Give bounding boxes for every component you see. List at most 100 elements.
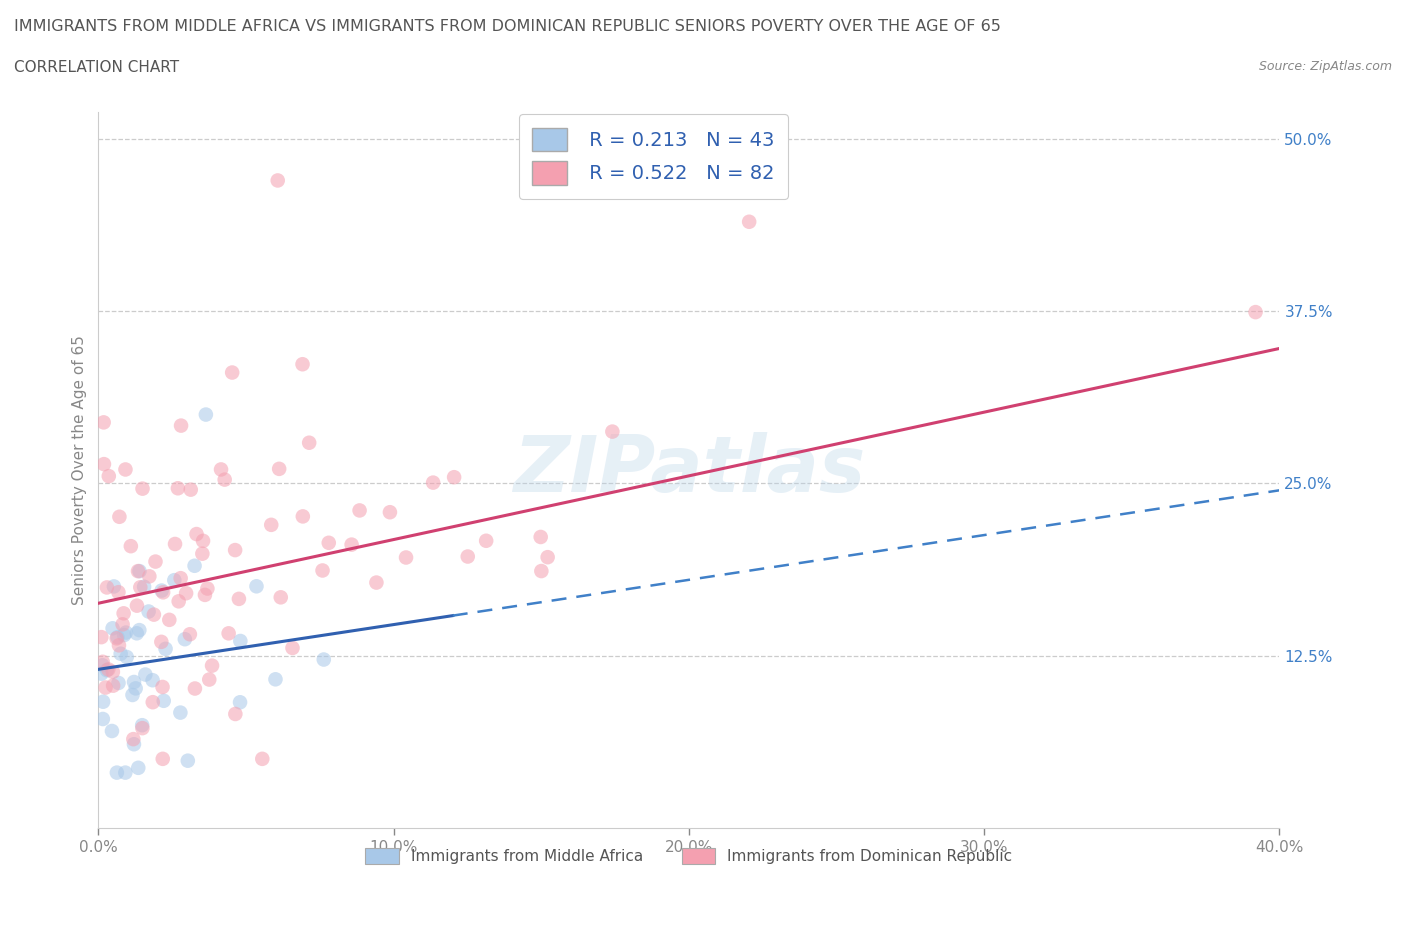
Text: IMMIGRANTS FROM MIDDLE AFRICA VS IMMIGRANTS FROM DOMINICAN REPUBLIC SENIORS POVE: IMMIGRANTS FROM MIDDLE AFRICA VS IMMIGRA… bbox=[14, 19, 1001, 33]
Point bbox=[127, 761, 149, 776]
Point bbox=[122, 674, 145, 689]
Point bbox=[281, 641, 304, 656]
Point bbox=[112, 628, 135, 643]
Text: Source: ZipAtlas.com: Source: ZipAtlas.com bbox=[1258, 60, 1392, 73]
Point bbox=[122, 737, 145, 751]
Point bbox=[174, 586, 197, 601]
Point bbox=[198, 672, 221, 687]
Point bbox=[152, 585, 174, 600]
Point bbox=[163, 573, 186, 588]
Point bbox=[214, 472, 236, 487]
Point bbox=[121, 687, 143, 702]
Point bbox=[291, 357, 314, 372]
Point bbox=[186, 526, 208, 541]
Point bbox=[96, 663, 118, 678]
Point bbox=[180, 482, 202, 497]
Point bbox=[93, 457, 115, 472]
Point bbox=[131, 721, 153, 736]
Point bbox=[224, 542, 246, 557]
Point bbox=[134, 667, 156, 682]
Point bbox=[112, 605, 135, 620]
Point bbox=[152, 680, 174, 695]
Point bbox=[142, 672, 165, 687]
Point bbox=[101, 724, 124, 738]
Point bbox=[340, 538, 363, 552]
Point bbox=[105, 765, 128, 780]
Point bbox=[201, 658, 224, 673]
Point bbox=[90, 630, 112, 644]
Point bbox=[179, 627, 201, 642]
Point bbox=[191, 534, 214, 549]
Point bbox=[264, 671, 287, 686]
Point bbox=[366, 575, 388, 590]
Point bbox=[157, 613, 180, 628]
Point bbox=[101, 621, 124, 636]
Point bbox=[142, 607, 165, 622]
Point bbox=[115, 625, 138, 640]
Point bbox=[120, 538, 142, 553]
Point bbox=[298, 435, 321, 450]
Point bbox=[602, 424, 624, 439]
Point bbox=[125, 598, 148, 613]
Point bbox=[209, 462, 232, 477]
Point bbox=[108, 638, 131, 653]
Point bbox=[194, 588, 217, 603]
Point bbox=[129, 580, 152, 595]
Point bbox=[457, 549, 479, 564]
Point bbox=[107, 630, 129, 644]
Point bbox=[183, 558, 205, 573]
Point bbox=[443, 470, 465, 485]
Point bbox=[138, 604, 160, 619]
Point bbox=[194, 407, 217, 422]
Point bbox=[105, 631, 128, 645]
Point bbox=[229, 633, 252, 648]
Point bbox=[170, 418, 193, 433]
Point bbox=[128, 623, 150, 638]
Point bbox=[94, 680, 117, 695]
Point bbox=[221, 365, 243, 380]
Point bbox=[163, 537, 186, 551]
Point bbox=[318, 536, 340, 551]
Point bbox=[152, 751, 174, 766]
Point bbox=[150, 583, 173, 598]
Point bbox=[91, 695, 114, 710]
Point bbox=[218, 626, 240, 641]
Point bbox=[312, 652, 335, 667]
Point bbox=[114, 765, 136, 780]
Point bbox=[114, 462, 136, 477]
Point bbox=[537, 550, 560, 565]
Point bbox=[224, 707, 246, 722]
Point bbox=[122, 732, 145, 747]
Point bbox=[229, 695, 252, 710]
Point bbox=[228, 591, 250, 606]
Y-axis label: Seniors Poverty Over the Age of 65: Seniors Poverty Over the Age of 65 bbox=[72, 335, 87, 604]
Point bbox=[169, 571, 191, 586]
Point bbox=[124, 681, 146, 696]
Text: ZIPatlas: ZIPatlas bbox=[513, 432, 865, 508]
Point bbox=[128, 564, 150, 578]
Legend: Immigrants from Middle Africa, Immigrants from Dominican Republic: Immigrants from Middle Africa, Immigrant… bbox=[359, 842, 1019, 870]
Point bbox=[142, 695, 165, 710]
Point bbox=[530, 529, 553, 544]
Point bbox=[101, 664, 124, 679]
Point bbox=[127, 564, 149, 578]
Point bbox=[167, 481, 190, 496]
Point bbox=[97, 469, 120, 484]
Point bbox=[103, 579, 125, 594]
Point bbox=[167, 594, 190, 609]
Point bbox=[177, 753, 200, 768]
Point bbox=[270, 590, 292, 604]
Point bbox=[197, 581, 219, 596]
Point bbox=[138, 569, 160, 584]
Point bbox=[155, 642, 177, 657]
Point bbox=[311, 563, 333, 578]
Point bbox=[91, 658, 114, 672]
Point bbox=[422, 475, 444, 490]
Point bbox=[395, 550, 418, 565]
Point bbox=[267, 173, 290, 188]
Point bbox=[260, 517, 283, 532]
Point bbox=[132, 579, 155, 594]
Point bbox=[110, 646, 132, 661]
Point bbox=[107, 585, 129, 600]
Point bbox=[97, 662, 120, 677]
